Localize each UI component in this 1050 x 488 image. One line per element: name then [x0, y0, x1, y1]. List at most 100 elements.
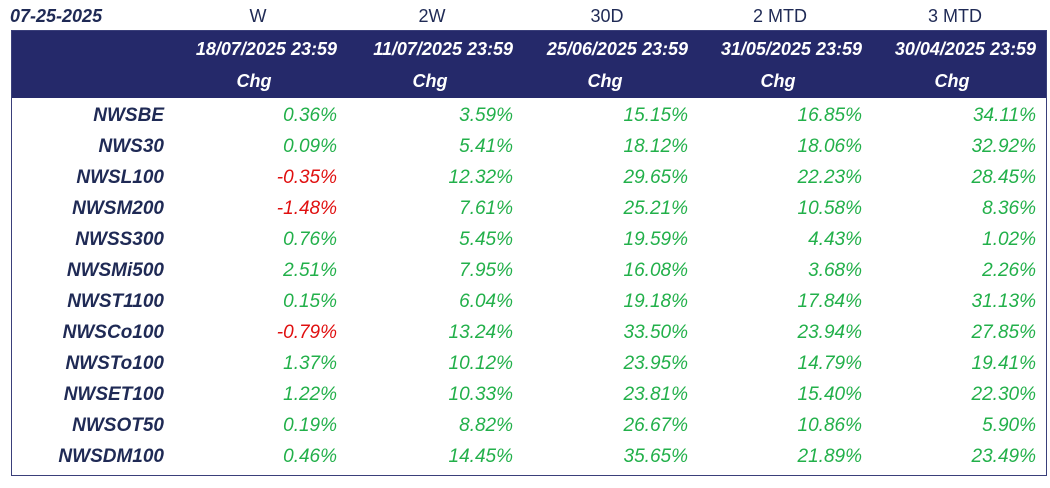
change-value: 3.68%: [808, 260, 862, 281]
report-date: 07-25-2025: [10, 6, 103, 26]
column-chg-3mtd: Chg: [934, 71, 970, 91]
change-value: 10.12%: [448, 353, 513, 374]
top-row: 07-25-2025 W 2W 30D 2 MTD 3 MTD: [0, 0, 1050, 30]
table-row: NWSMi500 2.51% 7.95% 16.08% 3.68% 2.26%: [12, 255, 1046, 286]
change-value: 7.61%: [459, 198, 513, 219]
row-name: NWSCo100: [62, 322, 164, 343]
change-value: 10.33%: [448, 384, 513, 405]
change-value: 5.90%: [982, 415, 1036, 436]
change-value: 1.37%: [283, 353, 337, 374]
table-row: NWST1100 0.15% 6.04% 19.18% 17.84% 31.13%: [12, 286, 1046, 317]
change-value: 19.41%: [971, 353, 1036, 374]
row-name: NWSDM100: [58, 446, 164, 467]
column-date-2mtd: 31/05/2025 23:59: [720, 39, 862, 59]
row-name: NWSM200: [72, 198, 164, 219]
change-value: 23.81%: [623, 384, 688, 405]
change-value: 0.15%: [283, 291, 337, 312]
change-value: 2.51%: [283, 260, 337, 281]
row-name: NWST1100: [67, 291, 164, 312]
change-value: 1.02%: [982, 229, 1036, 250]
change-value: 12.32%: [448, 167, 513, 188]
change-value: 22.23%: [797, 167, 862, 188]
table-row: NWSL100 -0.35% 12.32% 29.65% 22.23% 28.45%: [12, 162, 1046, 193]
column-date-30d: 25/06/2025 23:59: [546, 39, 688, 59]
change-value: 34.11%: [972, 105, 1036, 126]
table-body: NWSBE 0.36% 3.59% 15.15% 16.85% 34.11% NWS30 0.…: [12, 100, 1046, 472]
table-row: NWSET100 1.22% 10.33% 23.81% 15.40% 22.30%: [12, 379, 1046, 410]
change-value: 5.41%: [459, 136, 513, 157]
returns-table: 18/07/2025 23:59 11/07/2025 23:59 25/06/…: [11, 30, 1047, 476]
change-value: 29.65%: [623, 167, 688, 188]
change-value: 35.65%: [623, 446, 688, 467]
period-label-3mtd: 3 MTD: [928, 6, 982, 26]
change-value: 6.04%: [459, 291, 513, 312]
column-chg-w: Chg: [236, 71, 272, 91]
change-value: 0.36%: [283, 105, 337, 126]
change-value: 15.40%: [797, 384, 862, 405]
change-value: -0.79%: [276, 322, 337, 343]
change-value: 14.45%: [448, 446, 513, 467]
change-value: 2.26%: [982, 260, 1036, 281]
change-value: 14.79%: [797, 353, 862, 374]
table-row: NWSS300 0.76% 5.45% 19.59% 4.43% 1.02%: [12, 224, 1046, 255]
change-value: 32.92%: [971, 136, 1036, 157]
change-value: 7.95%: [459, 260, 513, 281]
column-chg-30d: Chg: [587, 71, 623, 91]
row-name: NWSET100: [63, 384, 164, 405]
change-value: 27.85%: [971, 322, 1036, 343]
change-value: 28.45%: [971, 167, 1036, 188]
column-date-2w: 11/07/2025 23:59: [373, 39, 513, 59]
change-value: 5.45%: [459, 229, 513, 250]
row-name: NWS30: [98, 136, 164, 157]
column-date-w: 18/07/2025 23:59: [195, 39, 337, 59]
period-label-30d: 30D: [590, 6, 624, 26]
period-label-2mtd: 2 MTD: [753, 6, 807, 26]
column-date-3mtd: 30/04/2025 23:59: [894, 39, 1036, 59]
change-value: 10.86%: [797, 415, 862, 436]
change-value: 16.85%: [797, 105, 862, 126]
change-value: 23.95%: [623, 353, 688, 374]
change-value: 19.59%: [623, 229, 688, 250]
change-value: 0.19%: [283, 415, 337, 436]
change-value: 19.18%: [623, 291, 688, 312]
table-row: NWSDM100 0.46% 14.45% 35.65% 21.89% 23.49%: [12, 441, 1046, 472]
table-row: NWSM200 -1.48% 7.61% 25.21% 10.58% 8.36%: [12, 193, 1046, 224]
table-row: NWSCo100 -0.79% 13.24% 33.50% 23.94% 27.85%: [12, 317, 1046, 348]
change-value: 23.49%: [971, 446, 1036, 467]
row-name: NWSL100: [76, 167, 164, 188]
change-value: 17.84%: [797, 291, 862, 312]
change-value: -0.35%: [276, 167, 337, 188]
row-name: NWSS300: [75, 229, 164, 250]
change-value: 18.12%: [623, 136, 688, 157]
column-chg-2w: Chg: [412, 71, 448, 91]
table-header: 18/07/2025 23:59 11/07/2025 23:59 25/06/…: [12, 31, 1046, 98]
column-chg-2mtd: Chg: [760, 71, 796, 91]
change-value: 31.13%: [971, 291, 1036, 312]
change-value: 21.89%: [797, 446, 862, 467]
table-row: NWSBE 0.36% 3.59% 15.15% 16.85% 34.11%: [12, 100, 1046, 131]
row-name: NWSBE: [93, 105, 164, 126]
period-label-w: W: [249, 6, 267, 26]
change-value: -1.48%: [276, 198, 337, 219]
change-value: 1.22%: [283, 384, 337, 405]
change-value: 15.15%: [623, 105, 688, 126]
change-value: 8.82%: [459, 415, 513, 436]
change-value: 3.59%: [459, 105, 513, 126]
change-value: 33.50%: [623, 322, 688, 343]
change-value: 18.06%: [797, 136, 862, 157]
change-value: 13.24%: [448, 322, 513, 343]
table-row: NWSOT50 0.19% 8.82% 26.67% 10.86% 5.90%: [12, 410, 1046, 441]
change-value: 0.46%: [283, 446, 337, 467]
change-value: 10.58%: [797, 198, 862, 219]
change-value: 8.36%: [982, 198, 1036, 219]
change-value: 4.43%: [808, 229, 862, 250]
table-row: NWSTo100 1.37% 10.12% 23.95% 14.79% 19.41%: [12, 348, 1046, 379]
change-value: 25.21%: [623, 198, 688, 219]
period-label-2w: 2W: [418, 6, 446, 26]
table-row: NWS30 0.09% 5.41% 18.12% 18.06% 32.92%: [12, 131, 1046, 162]
change-value: 26.67%: [623, 415, 688, 436]
row-name: NWSMi500: [66, 260, 164, 281]
row-name: NWSTo100: [65, 353, 164, 374]
change-value: 22.30%: [971, 384, 1036, 405]
